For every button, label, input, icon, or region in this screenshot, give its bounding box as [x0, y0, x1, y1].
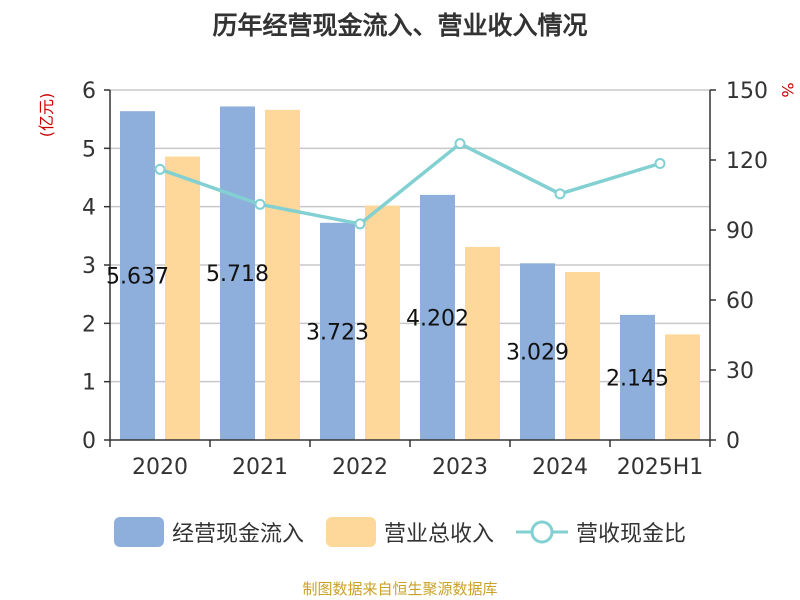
legend-swatch-cash-inflow: [113, 517, 164, 547]
data-labels: 5.637 5.718 3.723 4.202 3.029 2.145: [106, 262, 669, 391]
ratio-point: [554, 188, 566, 200]
x-tick-label: 2024: [532, 455, 588, 480]
y-right-axis-label: %: [778, 82, 797, 97]
x-tick-label: 2022: [332, 455, 388, 480]
data-label-cash-inflow: 2.145: [606, 366, 669, 391]
legend-label-cash-inflow: 经营现金流入: [171, 522, 304, 547]
data-label-cash-inflow: 3.029: [506, 341, 569, 366]
legend-item-revenue[interactable]: 营业总收入: [325, 516, 494, 548]
bar-cash-inflow: [120, 111, 155, 441]
bar-revenue: [365, 205, 400, 440]
bar-revenue: [565, 272, 600, 440]
data-label-cash-inflow: 3.723: [306, 320, 369, 345]
bar-cash-inflow: [220, 106, 255, 440]
y-left-tick-label: 0: [82, 429, 96, 454]
bars: [120, 106, 700, 441]
source-note: 制图数据来自恒生聚源数据库: [302, 580, 498, 598]
x-tick-label: 2020: [132, 455, 188, 480]
bar-revenue: [465, 246, 500, 440]
chart-title: 历年经营现金流入、营业收入情况: [212, 11, 588, 40]
y-left-tick-label: 1: [82, 371, 96, 396]
data-label-cash-inflow: 4.202: [406, 306, 469, 331]
y-left-tick-label: 6: [82, 79, 96, 104]
y-right-tick-label: 120: [726, 149, 768, 174]
y-right-tick-label: 30: [726, 359, 754, 384]
bar-cash-inflow: [520, 263, 555, 440]
y-left-tick-label: 3: [82, 254, 96, 279]
legend-item-cash-inflow[interactable]: 经营现金流入: [113, 516, 304, 548]
y-left-tick-label: 4: [82, 196, 96, 221]
y-right-tick-label: 90: [726, 219, 754, 244]
ratio-line: [154, 138, 666, 230]
legend-swatch-revenue: [325, 517, 376, 547]
ratio-point: [454, 138, 466, 150]
x-tick-label: 2023: [432, 455, 488, 480]
legend-label-revenue: 营业总收入: [383, 522, 494, 547]
grid-lines: [110, 89, 710, 383]
y-right-tick-label: 60: [726, 289, 754, 314]
ratio-point: [354, 218, 366, 230]
bar-cash-inflow: [620, 314, 655, 440]
ratio-point: [254, 198, 266, 210]
bar-cash-inflow: [420, 194, 455, 440]
bar-revenue: [665, 334, 700, 440]
y-left-axis-label: (亿元): [37, 93, 56, 138]
bar-revenue: [265, 109, 300, 440]
legend-label-ratio: 营收现金比: [576, 522, 687, 547]
data-label-cash-inflow: 5.637: [106, 265, 169, 290]
x-tick-label: 2025H1: [617, 455, 704, 480]
bar-cash-inflow: [320, 222, 355, 440]
ratio-point: [154, 163, 166, 175]
bar-revenue: [165, 156, 200, 440]
legend: 经营现金流入 营业总收入 营收现金比: [0, 516, 800, 548]
ratio-line-path: [159, 141, 661, 226]
x-tick-label: 2021: [232, 455, 288, 480]
legend-item-ratio[interactable]: 营收现金比: [516, 516, 686, 548]
ratio-point: [654, 158, 666, 169]
legend-line-marker-icon: [516, 520, 568, 544]
data-label-cash-inflow: 5.718: [206, 262, 269, 287]
y-right-tick-label: 0: [726, 429, 740, 454]
y-left-tick-label: 2: [82, 312, 96, 337]
y-left-tick-label: 5: [82, 137, 96, 162]
y-right-tick-label: 150: [726, 79, 768, 104]
